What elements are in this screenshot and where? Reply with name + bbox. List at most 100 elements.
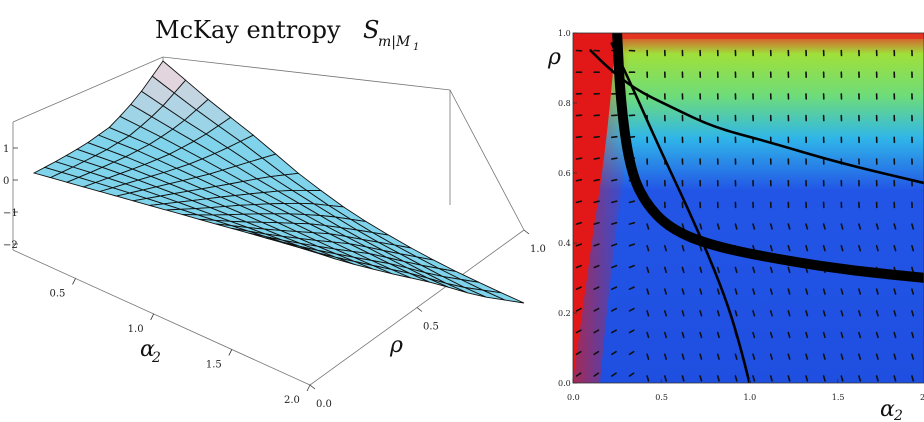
- vector-arrow: [628, 372, 635, 377]
- heatmap-x-label: α: [880, 397, 895, 422]
- vector-arrow: [805, 310, 809, 317]
- y-axis-label: ρ: [389, 333, 403, 358]
- vector-arrow: [610, 286, 618, 291]
- vector-arrow: [840, 288, 844, 295]
- vector-arrow: [628, 350, 635, 356]
- vector-arrow: [805, 288, 809, 295]
- vector-arrow: [822, 245, 826, 252]
- vector-arrow: [734, 310, 738, 317]
- z-tick-label: 1: [3, 144, 9, 155]
- vector-arrow: [575, 178, 583, 182]
- heatmap-x-ticks: 0.0 0.5 1.0 1.5 2: [567, 379, 924, 402]
- heatmap-y-tick-label: 0.8: [558, 99, 571, 108]
- vector-arrow: [575, 135, 583, 139]
- vector-arrow: [805, 331, 809, 339]
- y-tick: [523, 229, 530, 235]
- vector-arrow: [593, 350, 600, 356]
- heatmap-y-ticks: 0.0 0.2 0.4 0.6 0.8 1.0: [558, 29, 577, 388]
- y-tick-label: 0.0: [316, 399, 332, 410]
- vector-arrow: [646, 245, 650, 252]
- x-tick-label: 1.0: [128, 324, 144, 335]
- heatmap-y-tick-label: 0.2: [558, 309, 571, 318]
- vector-arrow: [769, 310, 773, 317]
- y-tick: [416, 307, 423, 312]
- vector-arrow: [663, 331, 668, 339]
- vector-arrow: [663, 310, 668, 317]
- x-tick: [306, 384, 311, 392]
- vector-arrow: [822, 331, 826, 339]
- vector-arrow: [575, 157, 583, 160]
- vector-arrow: [575, 307, 582, 312]
- vector-arrow: [716, 353, 720, 360]
- vector-arrow: [734, 353, 738, 360]
- vector-arrow: [769, 266, 773, 274]
- vector-arrow: [699, 353, 703, 360]
- heatmap-x-tick-label: 1.0: [744, 393, 757, 402]
- vector-arrow: [893, 223, 897, 230]
- y-axis-ticks: 0.0 0.5 1.0: [309, 229, 546, 410]
- heatmap-x-tick-label: 1.5: [832, 393, 845, 402]
- vector-arrow: [593, 200, 600, 204]
- vector-arrow: [681, 223, 685, 230]
- vector-arrow: [893, 331, 897, 339]
- chart-title-subsubscript: 1: [413, 42, 419, 53]
- vector-arrow: [787, 245, 791, 252]
- vector-arrow: [610, 200, 618, 204]
- vector-arrow: [911, 288, 915, 295]
- heatmap-y-tick-label: 0.0: [558, 379, 571, 388]
- vector-arrow: [593, 307, 600, 312]
- vector-arrow: [628, 264, 635, 269]
- vector-arrow: [787, 223, 791, 230]
- heatmap-x-label-subscript: 2: [893, 408, 903, 422]
- heatmap-x-tick-label: 0.0: [567, 393, 580, 402]
- vector-arrow: [858, 353, 862, 360]
- vector-arrow: [716, 310, 720, 317]
- vector-arrow: [663, 245, 668, 252]
- vector-arrow: [822, 375, 826, 382]
- vector-arrow: [610, 329, 618, 334]
- vector-arrow: [911, 245, 915, 252]
- vector-arrow: [752, 353, 756, 360]
- vector-arrow: [893, 375, 897, 382]
- x-axis-label-subscript: 2: [151, 350, 161, 366]
- vector-arrow: [716, 223, 720, 230]
- vector-arrow: [663, 353, 668, 360]
- z-axis-ticks: 1 0 −1 −2: [3, 144, 18, 251]
- vector-arrow: [646, 223, 650, 230]
- vector-arrow: [610, 350, 617, 356]
- surface-chart: McKay entropy S m|M 1 1 0 −1 −2 0.5 1.0 1.5 2.…: [3, 16, 546, 410]
- curve: [612, 33, 924, 283]
- x-tick: [228, 349, 233, 356]
- vector-arrow: [875, 310, 879, 317]
- vector-arrow: [593, 243, 600, 247]
- vector-arrow: [681, 353, 685, 360]
- vector-arrow: [858, 310, 862, 317]
- vector-arrow: [646, 331, 650, 339]
- vector-arrow: [822, 353, 826, 360]
- heatmap-y-tick-label: 0.6: [558, 169, 571, 178]
- heatmap-y-tick-label: 0.4: [558, 239, 571, 248]
- plot-frame: [572, 32, 924, 384]
- vector-arrow: [681, 331, 685, 339]
- vector-arrow: [593, 221, 600, 225]
- y-tick-label: 0.5: [423, 322, 439, 333]
- vector-arrow: [699, 223, 703, 230]
- vector-arrow: [610, 264, 618, 269]
- vector-arrow: [593, 135, 600, 139]
- vector-arrow: [593, 157, 600, 160]
- heatmap-red-region: [573, 33, 616, 383]
- vector-arrow: [805, 353, 809, 360]
- vector-arrow: [593, 264, 600, 269]
- vector-arrow: [805, 245, 809, 252]
- vector-arrow: [752, 331, 756, 339]
- chart-title-symbol: S: [363, 16, 379, 44]
- vector-arrow: [716, 375, 720, 382]
- y-tick: [309, 384, 316, 390]
- vector-arrow: [610, 221, 618, 225]
- vector-arrow: [681, 375, 685, 382]
- z-tick-label: 0: [3, 176, 9, 187]
- vector-arrow: [663, 288, 668, 295]
- vector-arrow: [699, 288, 703, 295]
- vector-arrow: [858, 245, 862, 252]
- vector-arrow: [681, 266, 685, 274]
